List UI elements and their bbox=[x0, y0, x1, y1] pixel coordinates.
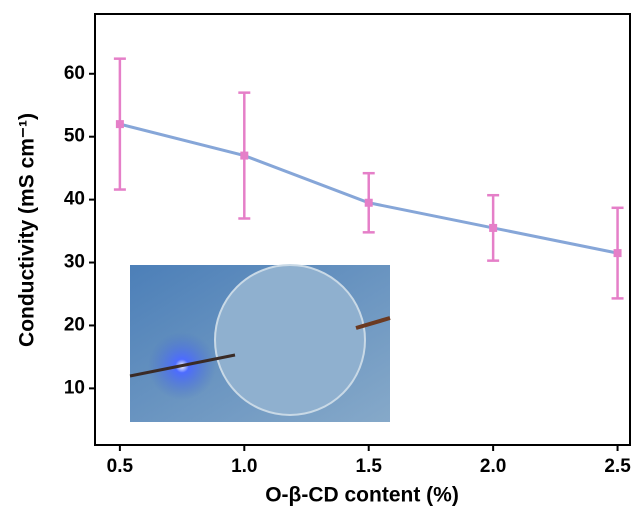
plot-frame bbox=[94, 13, 631, 446]
x-axis-title: O-β-CD content (%) bbox=[265, 484, 459, 507]
x-tick-label: 2.5 bbox=[604, 456, 631, 477]
y-tick-label: 50 bbox=[64, 126, 85, 147]
y-tick-label: 40 bbox=[64, 189, 85, 210]
y-axis-title: Conductivity (mS cm⁻¹) bbox=[16, 113, 39, 347]
marker bbox=[240, 151, 249, 160]
marker bbox=[489, 223, 498, 232]
inset-photo bbox=[129, 264, 391, 422]
y-tick-label: 30 bbox=[64, 252, 85, 273]
y-tick-label: 10 bbox=[64, 377, 85, 398]
y-tick-label: 20 bbox=[64, 314, 85, 335]
marker bbox=[364, 198, 373, 207]
marker bbox=[115, 120, 124, 129]
x-tick-label: 1.0 bbox=[231, 456, 257, 477]
marker bbox=[613, 249, 622, 258]
y-tick-label: 60 bbox=[64, 63, 85, 84]
x-tick-label: 2.0 bbox=[480, 456, 506, 477]
x-tick-label: 0.5 bbox=[107, 456, 134, 477]
x-tick-label: 1.5 bbox=[356, 456, 383, 477]
